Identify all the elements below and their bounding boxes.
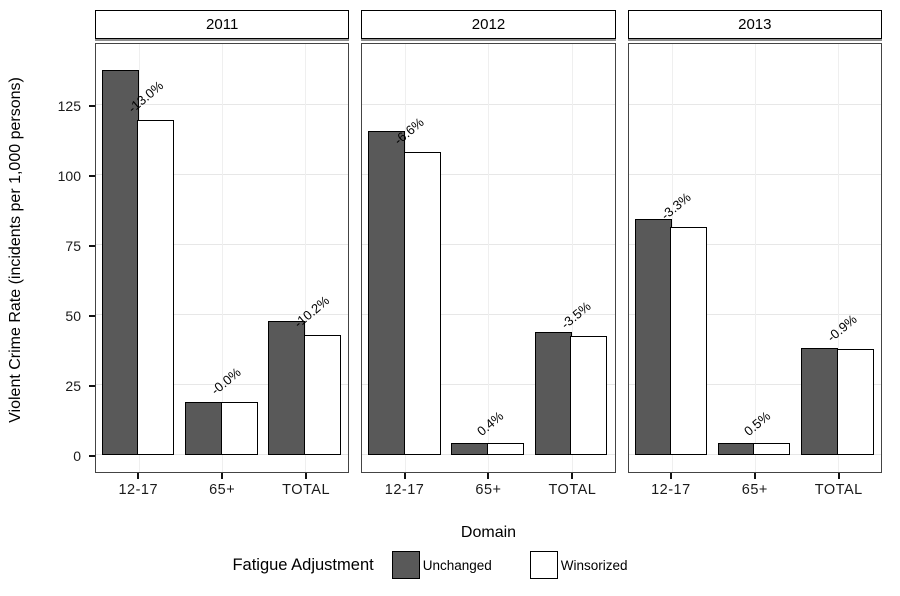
facet-panel-2011: 2011 -13.0% -0.0% -10.2% 12-17 65+ TOTAL <box>95 10 350 503</box>
x-tick-label: 65+ <box>741 482 768 498</box>
legend-swatch-unchanged <box>391 551 420 579</box>
panel-body: -13.0% -0.0% -10.2% <box>95 43 350 473</box>
gridline-vertical <box>488 44 490 472</box>
panel-x-axis: 12-17 65+ TOTAL <box>361 473 615 503</box>
bar-percent-label: -0.0% <box>208 364 244 398</box>
y-tick-label: 125 <box>57 98 81 114</box>
x-tick-mark <box>571 473 574 479</box>
panel-x-axis: 12-17 65+ TOTAL <box>628 473 882 503</box>
x-tick-mark <box>221 473 224 479</box>
bar-winsorized-12-17 <box>137 120 175 455</box>
panel-body: -6.6% 0.4% -3.5% <box>361 43 616 473</box>
x-axis-title: Domain <box>460 524 517 541</box>
bar-winsorized-TOTAL <box>836 349 874 455</box>
legend-label-winsorized: Winsorized <box>560 557 628 573</box>
x-tick-label: 12-17 <box>118 482 159 498</box>
gridline-vertical <box>754 44 756 472</box>
bar-group-65+ <box>451 443 524 455</box>
x-tick-mark <box>137 473 140 479</box>
bar-winsorized-65+ <box>753 443 791 455</box>
x-tick-mark <box>487 473 490 479</box>
y-tick-label: 25 <box>65 378 81 394</box>
gridline-vertical <box>222 44 224 472</box>
facet-panel-2013: 2013 -3.3% 0.5% -0.9% 12-17 65+ TOTAL <box>627 10 882 503</box>
y-tick-mark <box>89 175 95 177</box>
bar-percent-label: -0.9% <box>824 311 860 345</box>
bar-winsorized-TOTAL <box>570 336 608 455</box>
bar-group-12-17 <box>634 219 708 455</box>
gridline-vertical <box>305 44 307 472</box>
y-tick-mark <box>89 105 95 107</box>
bar-group-65+ <box>185 402 258 455</box>
bar-group-12-17 <box>101 70 175 455</box>
x-tick-label: 65+ <box>475 482 502 498</box>
bar-group-TOTAL <box>534 332 608 455</box>
bar-winsorized-12-17 <box>670 227 708 455</box>
y-tick-label: 75 <box>65 238 81 254</box>
bar-winsorized-12-17 <box>403 152 441 455</box>
bar-unchanged-65+ <box>185 402 223 455</box>
x-tick-mark <box>669 473 672 479</box>
legend-title: Fatigue Adjustment <box>232 555 374 574</box>
gridline-vertical <box>838 44 840 472</box>
y-tick-label: 50 <box>65 308 81 324</box>
panel-body: -3.3% 0.5% -0.9% <box>627 43 882 473</box>
bar-group-TOTAL <box>268 321 341 455</box>
y-tick-mark <box>89 455 95 457</box>
y-axis: 0 25 50 75 100 125 <box>0 43 95 473</box>
facet-panels: 2011 -13.0% -0.0% -10.2% 12-17 65+ TOTAL 2012 -6… <box>95 10 882 503</box>
bar-group-65+ <box>717 443 791 455</box>
bar-unchanged-12-17 <box>634 219 672 455</box>
bar-percent-label: 0.5% <box>740 408 774 439</box>
x-tick-label: TOTAL <box>548 482 597 498</box>
x-tick-label: 12-17 <box>384 482 425 498</box>
bar-winsorized-65+ <box>486 443 524 455</box>
facet-panel-2012: 2012 -6.6% 0.4% -3.5% 12-17 65+ TOTAL <box>361 10 616 503</box>
x-tick-label: TOTAL <box>282 482 331 498</box>
legend-swatch-winsorized <box>529 551 558 579</box>
y-tick-label: 100 <box>57 168 81 184</box>
facet-strip-label: 2011 <box>95 10 350 39</box>
bar-unchanged-TOTAL <box>801 348 839 455</box>
bar-unchanged-TOTAL <box>268 321 306 455</box>
panel-x-axis: 12-17 65+ TOTAL <box>95 473 349 503</box>
bar-group-TOTAL <box>801 348 874 455</box>
x-tick-mark <box>753 473 756 479</box>
bar-unchanged-65+ <box>451 443 489 455</box>
bar-percent-label: -3.3% <box>657 189 694 223</box>
x-tick-label: 12-17 <box>651 482 691 498</box>
facet-strip-label: 2013 <box>627 10 882 39</box>
y-tick-mark <box>89 315 95 317</box>
x-tick-mark <box>305 473 308 479</box>
legend: Fatigue Adjustment Unchanged Winsorized <box>0 548 860 582</box>
legend-key-unchanged: Unchanged <box>391 551 492 579</box>
bar-percent-label: -3.5% <box>557 298 594 332</box>
x-tick-mark <box>837 473 840 479</box>
bar-unchanged-12-17 <box>101 70 139 455</box>
legend-label-unchanged: Unchanged <box>422 557 492 573</box>
gridline-vertical <box>571 44 573 472</box>
bar-unchanged-12-17 <box>368 131 406 455</box>
bar-unchanged-TOTAL <box>534 332 572 455</box>
bar-winsorized-TOTAL <box>303 335 341 455</box>
legend-key-winsorized: Winsorized <box>529 551 628 579</box>
y-tick-mark <box>89 385 95 387</box>
bar-winsorized-65+ <box>220 402 258 455</box>
x-tick-label: 65+ <box>209 482 236 498</box>
y-tick-mark <box>89 245 95 247</box>
bar-group-12-17 <box>368 131 441 455</box>
y-tick-label: 0 <box>73 448 81 464</box>
x-tick-mark <box>403 473 406 479</box>
facet-strip-label: 2012 <box>361 10 616 39</box>
bar-percent-label: 0.4% <box>474 408 507 439</box>
bar-unchanged-65+ <box>717 443 755 455</box>
x-tick-label: TOTAL <box>814 482 863 498</box>
